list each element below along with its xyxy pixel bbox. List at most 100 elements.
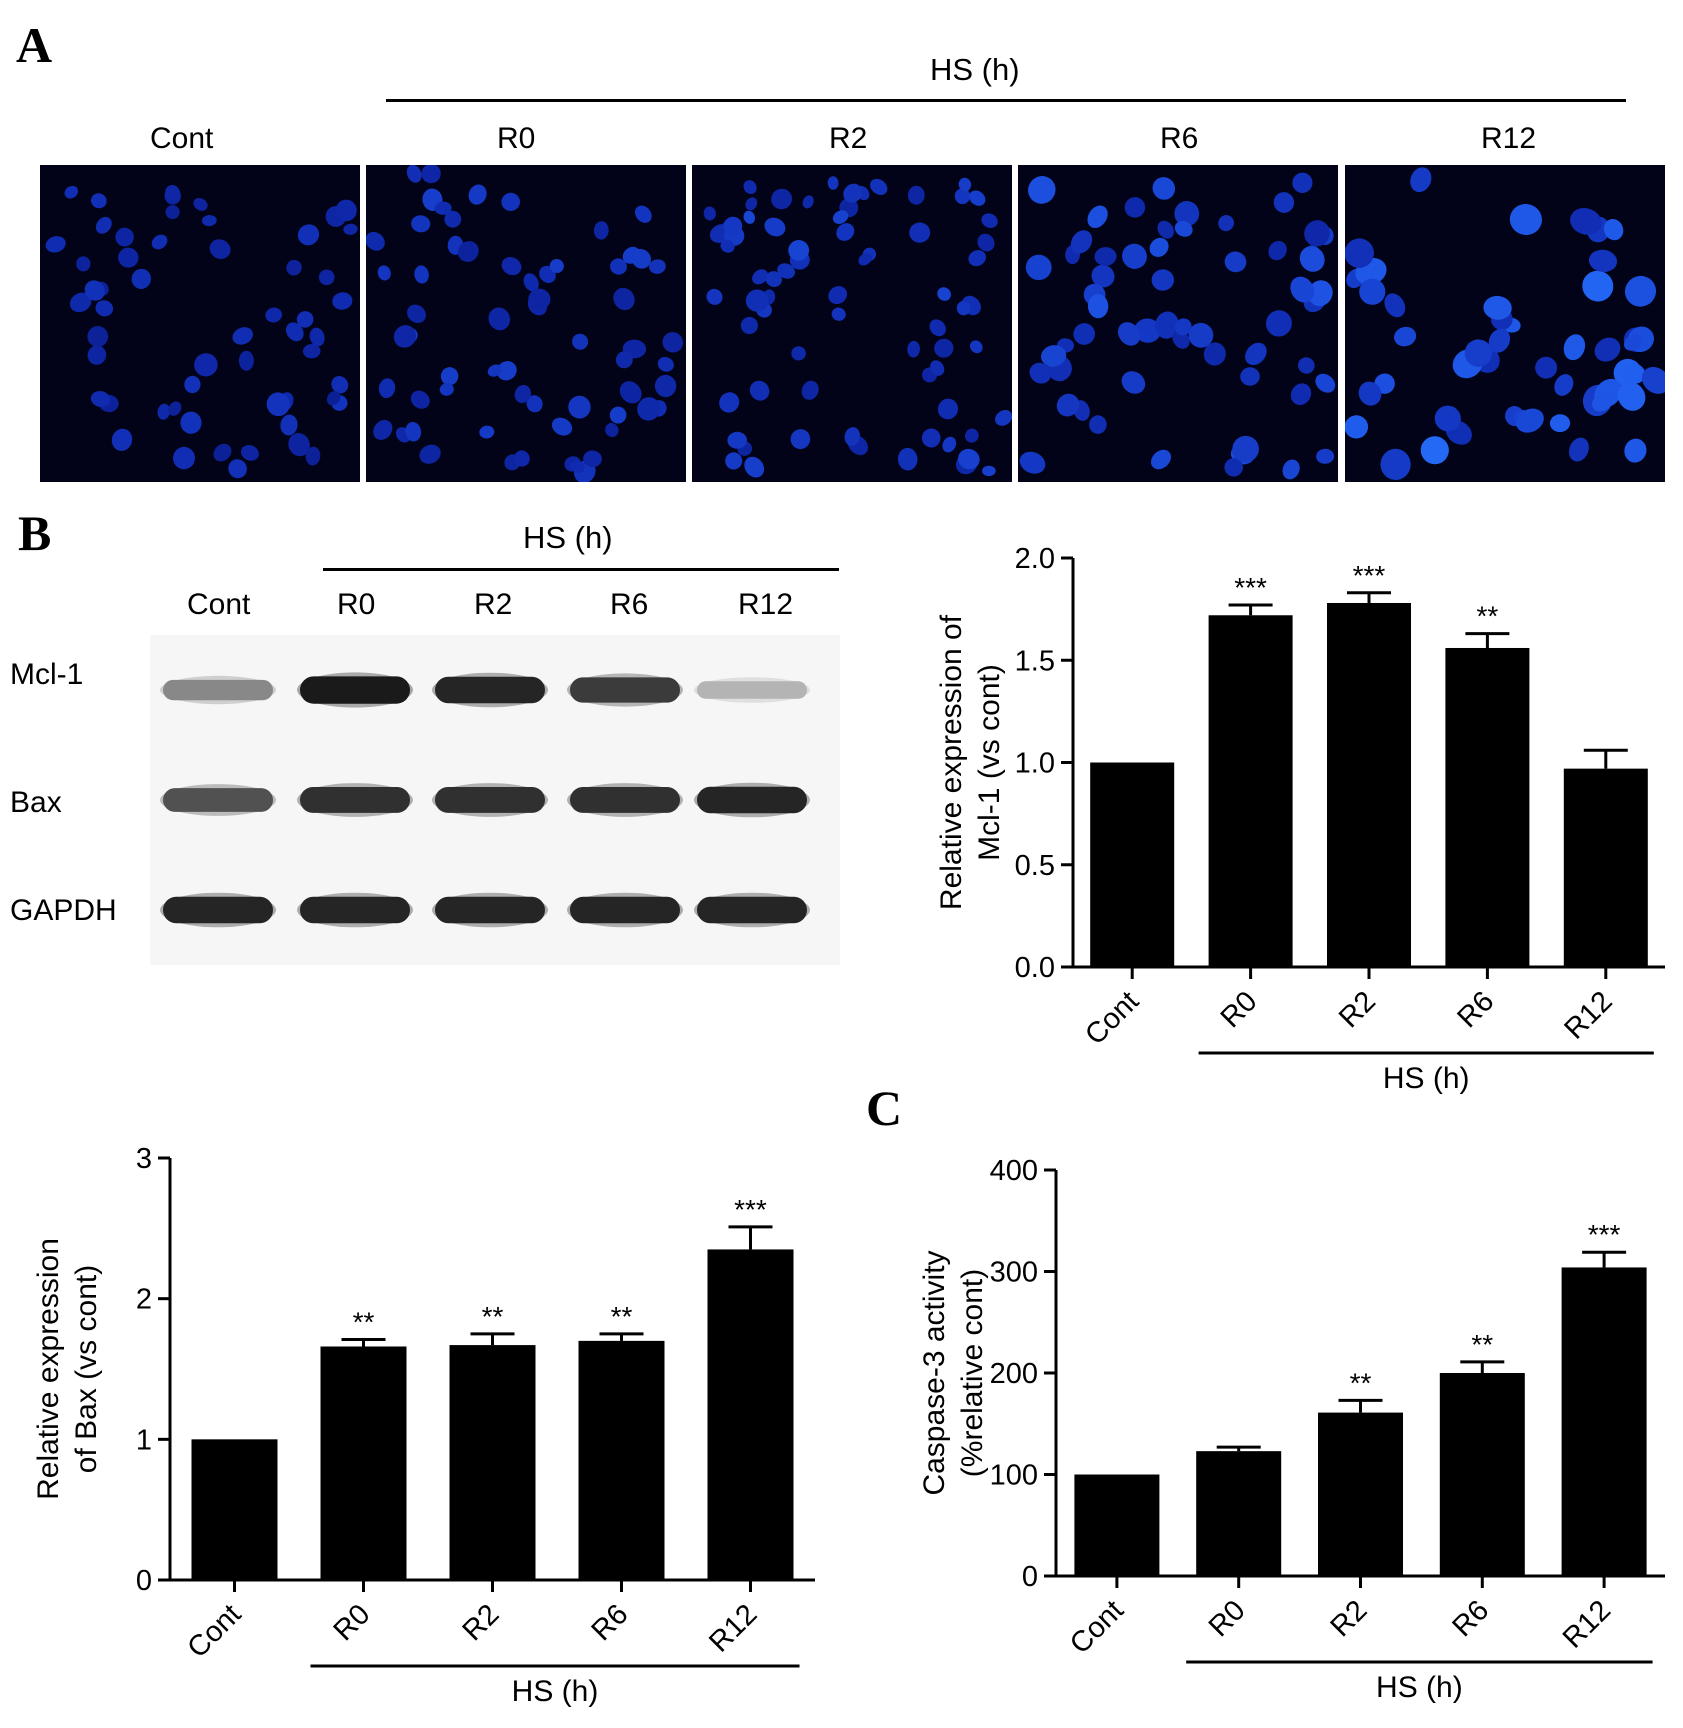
nucleus xyxy=(45,236,66,253)
nucleus xyxy=(1594,337,1621,362)
nucleus xyxy=(487,364,502,377)
nucleus xyxy=(836,223,855,241)
nucleus xyxy=(1149,237,1169,257)
y-tick-label: 1.0 xyxy=(1015,748,1055,780)
nucleus xyxy=(610,258,627,275)
nucleus xyxy=(488,307,511,331)
blot-strip-mcl1 xyxy=(150,635,840,745)
bar-r2 xyxy=(449,1345,536,1580)
nucleus xyxy=(1056,393,1080,417)
x-tick-label: Cont xyxy=(182,1598,248,1664)
nucleus xyxy=(201,214,217,227)
nucleus xyxy=(1089,415,1107,434)
nucleus xyxy=(457,241,479,262)
nucleus xyxy=(95,216,112,234)
nucleus xyxy=(720,239,735,253)
x-tick-label: R2 xyxy=(1333,985,1382,1034)
nucleus xyxy=(843,183,863,203)
nucleus xyxy=(969,190,986,206)
nucleus xyxy=(309,327,325,347)
nucleus xyxy=(393,325,417,348)
nucleus xyxy=(723,216,743,236)
significance-marker: *** xyxy=(1234,572,1267,603)
y-axis-label: Relative expression xyxy=(32,1238,65,1500)
significance-marker: ** xyxy=(1350,1367,1372,1398)
nucleus xyxy=(115,227,134,247)
nucleus xyxy=(1019,451,1046,474)
nucleus xyxy=(977,233,995,252)
nucleus xyxy=(318,269,335,286)
nucleus xyxy=(572,333,589,350)
blot-band xyxy=(163,788,273,812)
nucleus xyxy=(907,185,925,205)
nucleus xyxy=(184,375,201,394)
y-axis-label: (%relative cont) xyxy=(956,1269,989,1477)
nucleus xyxy=(1029,362,1052,384)
nucleus xyxy=(982,465,996,477)
nucleus xyxy=(1150,449,1172,470)
nucleus xyxy=(501,192,520,212)
nucleus xyxy=(1345,415,1369,439)
nucleus xyxy=(228,459,247,479)
nucleus xyxy=(405,421,422,442)
significance-marker: ** xyxy=(353,1306,375,1337)
nucleus xyxy=(981,213,998,228)
x-tick-label: R12 xyxy=(1559,985,1619,1045)
nucleus xyxy=(76,256,91,272)
bar-r6 xyxy=(1445,647,1530,967)
bar-cont xyxy=(1090,762,1175,967)
micrograph-cont xyxy=(40,165,360,482)
nucleus xyxy=(479,425,495,439)
y-axis-label: Relative expression of xyxy=(935,614,968,910)
y-tick-label: 0 xyxy=(1022,1561,1038,1593)
nucleus xyxy=(90,193,107,209)
blot-lane-cont: Cont xyxy=(187,588,251,621)
nucleus xyxy=(1155,311,1179,339)
significance-marker: ** xyxy=(1477,601,1499,632)
nucleus xyxy=(956,301,971,316)
panel-a-label-r6: R6 xyxy=(1160,122,1199,155)
nucleus xyxy=(1117,322,1141,346)
x-tick-label: R6 xyxy=(1452,985,1501,1034)
nucleus xyxy=(771,188,793,210)
nucleus xyxy=(1290,383,1312,406)
bar-r2 xyxy=(1318,1412,1403,1576)
nucleus xyxy=(1188,322,1214,348)
nucleus xyxy=(514,384,531,404)
blot-lane-r2: R2 xyxy=(474,588,513,621)
nucleus xyxy=(240,445,259,461)
nucleus xyxy=(549,258,564,274)
nucleus xyxy=(570,460,585,473)
y-tick-label: 0.5 xyxy=(1015,850,1055,882)
micrograph-r6 xyxy=(1018,165,1338,482)
nucleus xyxy=(609,406,627,424)
nucleus xyxy=(930,360,945,376)
panel-b-group-label: HS (h) xyxy=(523,520,613,555)
nucleus xyxy=(501,257,522,276)
nucleus xyxy=(858,252,872,266)
nucleus xyxy=(954,188,971,205)
nucleus xyxy=(165,185,181,201)
nucleus xyxy=(193,197,208,211)
nucleus xyxy=(613,287,635,311)
bar-r6 xyxy=(1439,1373,1525,1576)
nucleus xyxy=(745,197,758,211)
nucleus xyxy=(1094,247,1117,266)
nucleus xyxy=(1316,448,1335,464)
nucleus xyxy=(1203,342,1226,366)
nucleus xyxy=(619,381,642,404)
nucleus xyxy=(1028,176,1056,204)
y-tick-label: 1 xyxy=(136,1424,152,1456)
blot-band xyxy=(697,681,807,699)
nucleus xyxy=(831,307,846,321)
panel-a-group-line xyxy=(386,99,1626,102)
nucleus xyxy=(568,395,591,419)
x-tick-label: R12 xyxy=(1557,1594,1617,1654)
nucleus xyxy=(605,422,619,438)
blot-label-gapdh: GAPDH xyxy=(10,894,117,927)
nucleus xyxy=(528,288,551,310)
significance-marker: *** xyxy=(734,1194,767,1225)
nucleus xyxy=(421,165,441,184)
bar-r12 xyxy=(1563,768,1648,967)
nucleus xyxy=(410,390,430,409)
